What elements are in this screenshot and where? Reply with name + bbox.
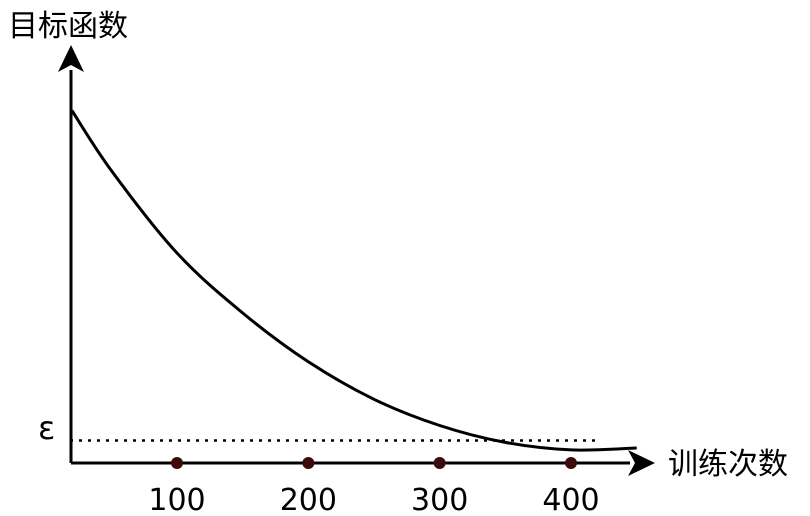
x-tick-marker-300 <box>433 457 446 469</box>
x-tick-label-200: 200 <box>280 483 337 516</box>
x-tick-marker-400 <box>565 457 577 469</box>
epsilon-label: ε <box>38 409 55 447</box>
x-tick-label-100: 100 <box>148 483 205 516</box>
x-tick-label-400: 400 <box>542 483 599 516</box>
x-tick-marker-200 <box>302 457 315 469</box>
y-axis-label: 目标函数 <box>8 9 128 44</box>
x-tick-marker-100 <box>171 457 183 469</box>
x-axis-label: 训练次数 <box>668 447 788 482</box>
x-axis-arrow-icon <box>628 450 655 476</box>
y-axis-arrow-icon <box>58 45 84 72</box>
x-tick-group: 100 200 300 400 <box>148 457 600 516</box>
series-curve <box>70 109 637 452</box>
x-tick-label-300: 300 <box>411 483 468 516</box>
